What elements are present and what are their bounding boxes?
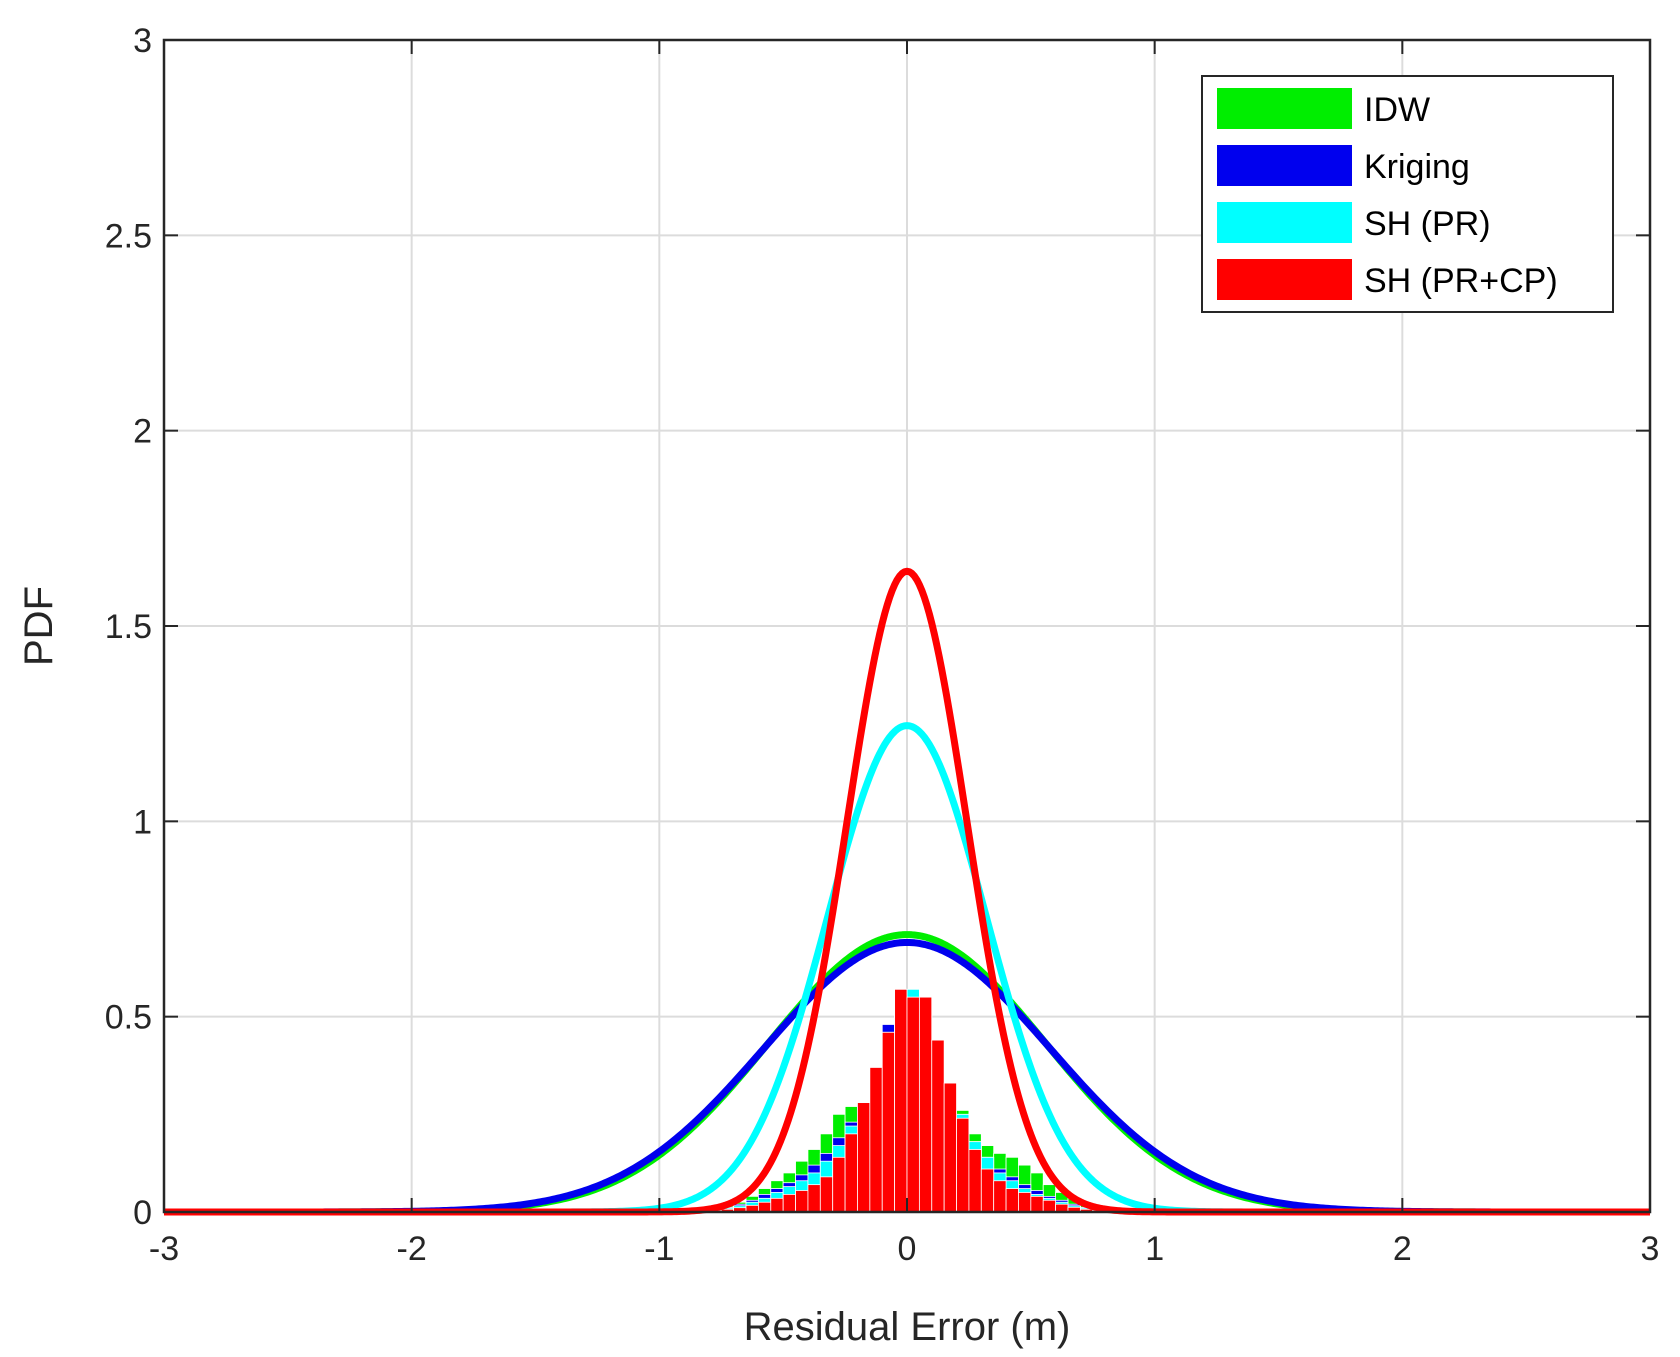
y-tick-label: 2 [133, 413, 152, 451]
histogram-bar-sh-pr-cp [980, 1168, 995, 1213]
histogram-bar-sh-pr-cp [1018, 1192, 1032, 1213]
histogram-bar-sh-pr-cp [795, 1190, 809, 1213]
histogram-bar-sh-pr-cp [770, 1197, 784, 1213]
legend-swatch-idw [1217, 88, 1352, 129]
x-tick-label: 3 [1641, 1230, 1660, 1268]
histogram-bar-sh-pr-cp [943, 1082, 957, 1213]
legend-label-kriging: Kriging [1364, 148, 1470, 186]
histogram-bar-sh-pr-cp [881, 1031, 896, 1213]
histogram-bar-sh-pr-cp [906, 996, 920, 1213]
y-tick-label: 0 [133, 1194, 152, 1232]
y-tick-label: 2.5 [105, 217, 152, 255]
y-tick-label: 0.5 [105, 999, 152, 1037]
y-tick-label: 1 [133, 803, 152, 841]
legend-label-sh-pr-cp: SH (PR+CP) [1364, 262, 1558, 300]
axis-ticks [163, 39, 1651, 1213]
histogram-bar-sh-pr-cp [758, 1201, 772, 1213]
histogram-bar-sh-pr-cp [807, 1184, 821, 1213]
histogram-bar-sh-pr-cp [931, 1039, 945, 1213]
histogram-bar-sh-pr-cp [1030, 1195, 1044, 1213]
y-tick-labels: 0 0.5 1 1.5 2 2.5 3 [105, 22, 152, 1232]
histogram-bar-sh-pr-cp [844, 1133, 858, 1213]
histogram-bar-sh-pr-cp [832, 1156, 846, 1213]
histogram-bar-sh-pr-cp [918, 996, 933, 1213]
histogram-bar-sh-pr-cp [993, 1180, 1007, 1213]
x-tick-label: 0 [898, 1230, 917, 1268]
histogram-bar-sh-pr-cp [782, 1194, 796, 1213]
histogram-bar-sh-pr-cp [819, 1176, 834, 1213]
legend: IDW Kriging SH (PR) SH (PR+CP) [1201, 75, 1614, 313]
histogram-bar-sh-pr-cp [857, 1102, 871, 1213]
histogram-bar-sh-pr-cp [968, 1149, 982, 1213]
y-tick-label: 3 [133, 22, 152, 60]
histogram-bar-sh-pr-cp [956, 1117, 970, 1213]
x-tick-label: -3 [149, 1230, 179, 1268]
legend-swatch-sh-pr [1217, 202, 1352, 243]
x-tick-label: 2 [1393, 1230, 1412, 1268]
y-axis-label: PDF [17, 586, 61, 666]
histogram-bar-sh-pr-cp [1005, 1188, 1019, 1213]
legend-label-idw: IDW [1364, 91, 1430, 129]
x-axis-label: Residual Error (m) [744, 1305, 1071, 1349]
x-tick-label: -2 [397, 1230, 427, 1268]
x-tick-labels: -3 -2 -1 0 1 2 3 [149, 1230, 1660, 1268]
x-tick-label: -1 [644, 1230, 674, 1268]
histogram-bar-sh-pr-cp [1042, 1199, 1057, 1213]
histogram-bar-sh-pr-cp [894, 988, 908, 1213]
legend-swatch-kriging [1217, 145, 1352, 186]
x-tick-label: 1 [1145, 1230, 1164, 1268]
histogram-bar-sh-pr-cp [869, 1067, 883, 1213]
legend-label-sh-pr: SH (PR) [1364, 205, 1491, 243]
legend-swatch-sh-pr-cp [1217, 259, 1352, 300]
y-tick-label: 1.5 [105, 608, 152, 646]
